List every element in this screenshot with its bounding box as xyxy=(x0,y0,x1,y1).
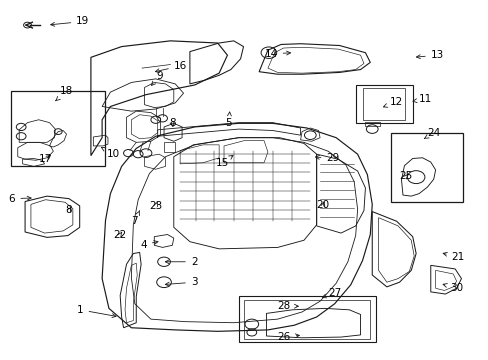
Text: 9: 9 xyxy=(151,71,163,85)
Text: 12: 12 xyxy=(383,97,402,107)
Text: 26: 26 xyxy=(277,332,299,342)
Text: 8: 8 xyxy=(168,118,175,128)
Text: 5: 5 xyxy=(225,112,232,128)
Text: 15: 15 xyxy=(215,156,232,168)
Text: 17: 17 xyxy=(39,154,52,164)
Text: 13: 13 xyxy=(416,50,443,60)
Bar xyxy=(238,296,375,342)
Text: 7: 7 xyxy=(131,211,139,226)
Text: 21: 21 xyxy=(442,252,464,262)
Text: 10: 10 xyxy=(101,147,120,159)
Text: 19: 19 xyxy=(51,17,89,27)
Text: 27: 27 xyxy=(322,288,341,298)
Text: 28: 28 xyxy=(277,301,298,311)
Bar xyxy=(355,85,412,123)
Text: 4: 4 xyxy=(140,239,158,249)
Text: 11: 11 xyxy=(412,94,431,104)
Bar xyxy=(244,300,369,338)
Text: 29: 29 xyxy=(315,153,339,163)
Text: 8: 8 xyxy=(65,206,72,216)
Text: 2: 2 xyxy=(165,257,197,267)
Text: 14: 14 xyxy=(264,49,290,59)
Bar xyxy=(362,88,405,120)
Text: 25: 25 xyxy=(399,171,412,181)
Text: 16: 16 xyxy=(155,61,187,73)
Text: 18: 18 xyxy=(56,86,73,101)
Text: 6: 6 xyxy=(9,194,31,204)
Bar xyxy=(390,134,462,202)
Text: 20: 20 xyxy=(316,200,329,210)
Bar xyxy=(11,91,105,166)
Text: 30: 30 xyxy=(442,283,463,293)
Text: 1: 1 xyxy=(77,305,116,318)
Text: 23: 23 xyxy=(149,201,162,211)
Text: 22: 22 xyxy=(113,230,126,239)
Text: 3: 3 xyxy=(165,277,197,287)
Text: 24: 24 xyxy=(424,128,440,139)
